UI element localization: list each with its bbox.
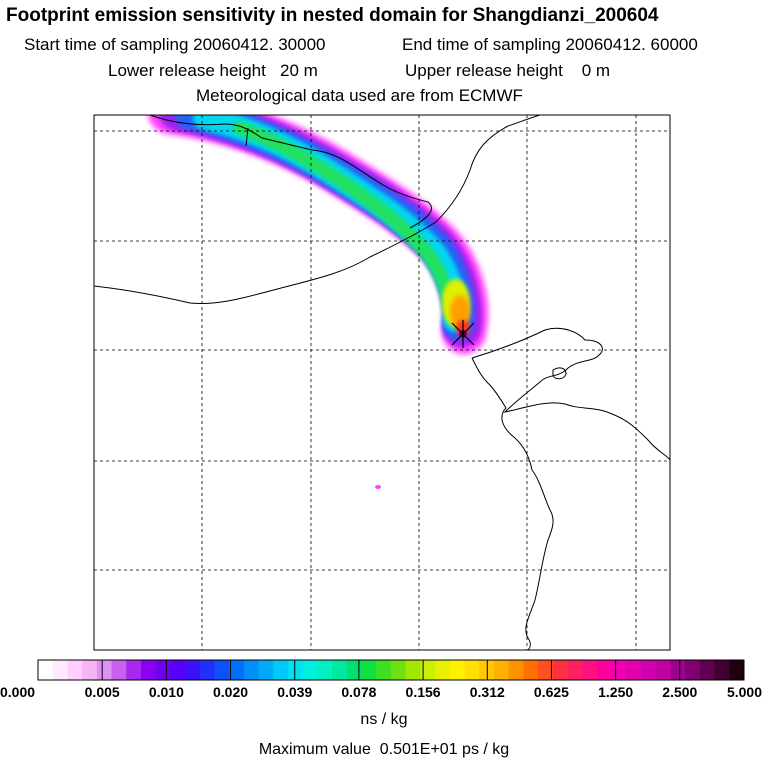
colorbar-swatch	[229, 660, 245, 680]
colorbar-swatch	[38, 660, 54, 680]
met-data-label: Meteorological data used are from ECMWF	[196, 86, 523, 105]
colorbar-swatch	[332, 660, 348, 680]
colorbar-tick-label: 2.500	[662, 684, 698, 700]
colorbar-swatch	[391, 660, 407, 680]
colorbar-swatch	[714, 660, 730, 680]
graticule	[94, 115, 670, 650]
colorbar-tick-label: 1.250	[598, 684, 634, 700]
colorbar-tick-label: 0.312	[469, 684, 505, 700]
colorbar-swatch	[582, 660, 598, 680]
colorbar-swatch	[641, 660, 657, 680]
colorbar-swatch	[273, 660, 289, 680]
plume-speck	[375, 485, 381, 489]
colorbar-swatch	[449, 660, 465, 680]
colorbar-swatch	[361, 660, 377, 680]
colorbar-swatch	[552, 660, 568, 680]
lower-release-label: Lower release height 20 m	[108, 61, 318, 80]
map-frame	[93, 114, 671, 651]
plume-green-band	[233, 121, 459, 322]
colorbar-swatch	[611, 660, 627, 680]
colorbar-swatch	[317, 660, 333, 680]
colorbar-swatch	[464, 660, 480, 680]
colorbar-swatch	[420, 660, 436, 680]
colorbar-swatch	[405, 660, 421, 680]
colorbar-tick-label: 0.078	[341, 684, 377, 700]
end-time-label: End time of sampling 20060412. 60000	[402, 35, 698, 54]
colorbar-units: ns / kg	[360, 711, 408, 728]
colorbar-swatch	[155, 660, 171, 680]
colorbar	[37, 659, 745, 681]
colorbar-swatch	[655, 660, 671, 680]
colorbar-swatch	[199, 660, 215, 680]
colorbar-swatch	[52, 660, 68, 680]
colorbar-tick-label: 0.156	[405, 684, 441, 700]
colorbar-tick-label: 0.625	[533, 684, 569, 700]
coastline-islet	[552, 367, 567, 380]
colorbar-swatch	[699, 660, 715, 680]
colorbar-swatch	[214, 660, 230, 680]
colorbar-swatch	[376, 660, 392, 680]
colorbar-swatch	[243, 660, 260, 680]
receptor-marker	[451, 320, 475, 348]
colorbar-swatch	[523, 660, 539, 680]
colorbar-swatch	[111, 660, 127, 680]
colorbar-tick-label: 0.005	[84, 684, 120, 700]
colorbar-swatch	[96, 660, 112, 680]
coastline-main	[94, 115, 541, 305]
colorbar-swatch	[493, 660, 510, 680]
colorbar-swatch	[185, 660, 201, 680]
colorbar-swatch	[626, 660, 642, 680]
colorbar-swatch	[538, 660, 554, 680]
colorbar-swatch	[508, 660, 524, 680]
max-value-label: Maximum value 0.501E+01 ps / kg	[258, 741, 510, 758]
colorbar-swatch	[170, 660, 186, 680]
colorbar-swatch	[729, 660, 745, 680]
colorbar-tick-label: 0.000	[0, 684, 36, 700]
colorbar-swatch	[435, 660, 451, 680]
upper-release-label: Upper release height 0 m	[405, 61, 611, 80]
colorbar-swatch	[567, 660, 583, 680]
colorbar-swatch	[302, 660, 318, 680]
colorbar-swatch	[670, 660, 686, 680]
colorbar-swatch	[82, 660, 98, 680]
coastline-north	[149, 115, 433, 229]
colorbar-tick-label: 5.000	[726, 684, 762, 700]
start-time-label: Start time of sampling 20060412. 30000	[24, 35, 326, 54]
colorbar-swatch	[288, 660, 304, 680]
colorbar-tick-label: 0.039	[277, 684, 313, 700]
colorbar-tick-label: 0.020	[213, 684, 249, 700]
colorbar-tick-label: 0.010	[148, 684, 184, 700]
colorbar-swatch	[596, 660, 613, 680]
coastline-islet-2	[245, 127, 249, 147]
colorbar-swatch	[140, 660, 157, 680]
plot-title: Footprint emission sensitivity in nested…	[6, 5, 659, 26]
colorbar-swatch	[126, 660, 142, 680]
coastline-east	[471, 327, 670, 461]
colorbar-swatch	[67, 660, 83, 680]
colorbar-swatch	[258, 660, 274, 680]
colorbar-swatch	[346, 660, 362, 680]
colorbar-swatch	[685, 660, 701, 680]
